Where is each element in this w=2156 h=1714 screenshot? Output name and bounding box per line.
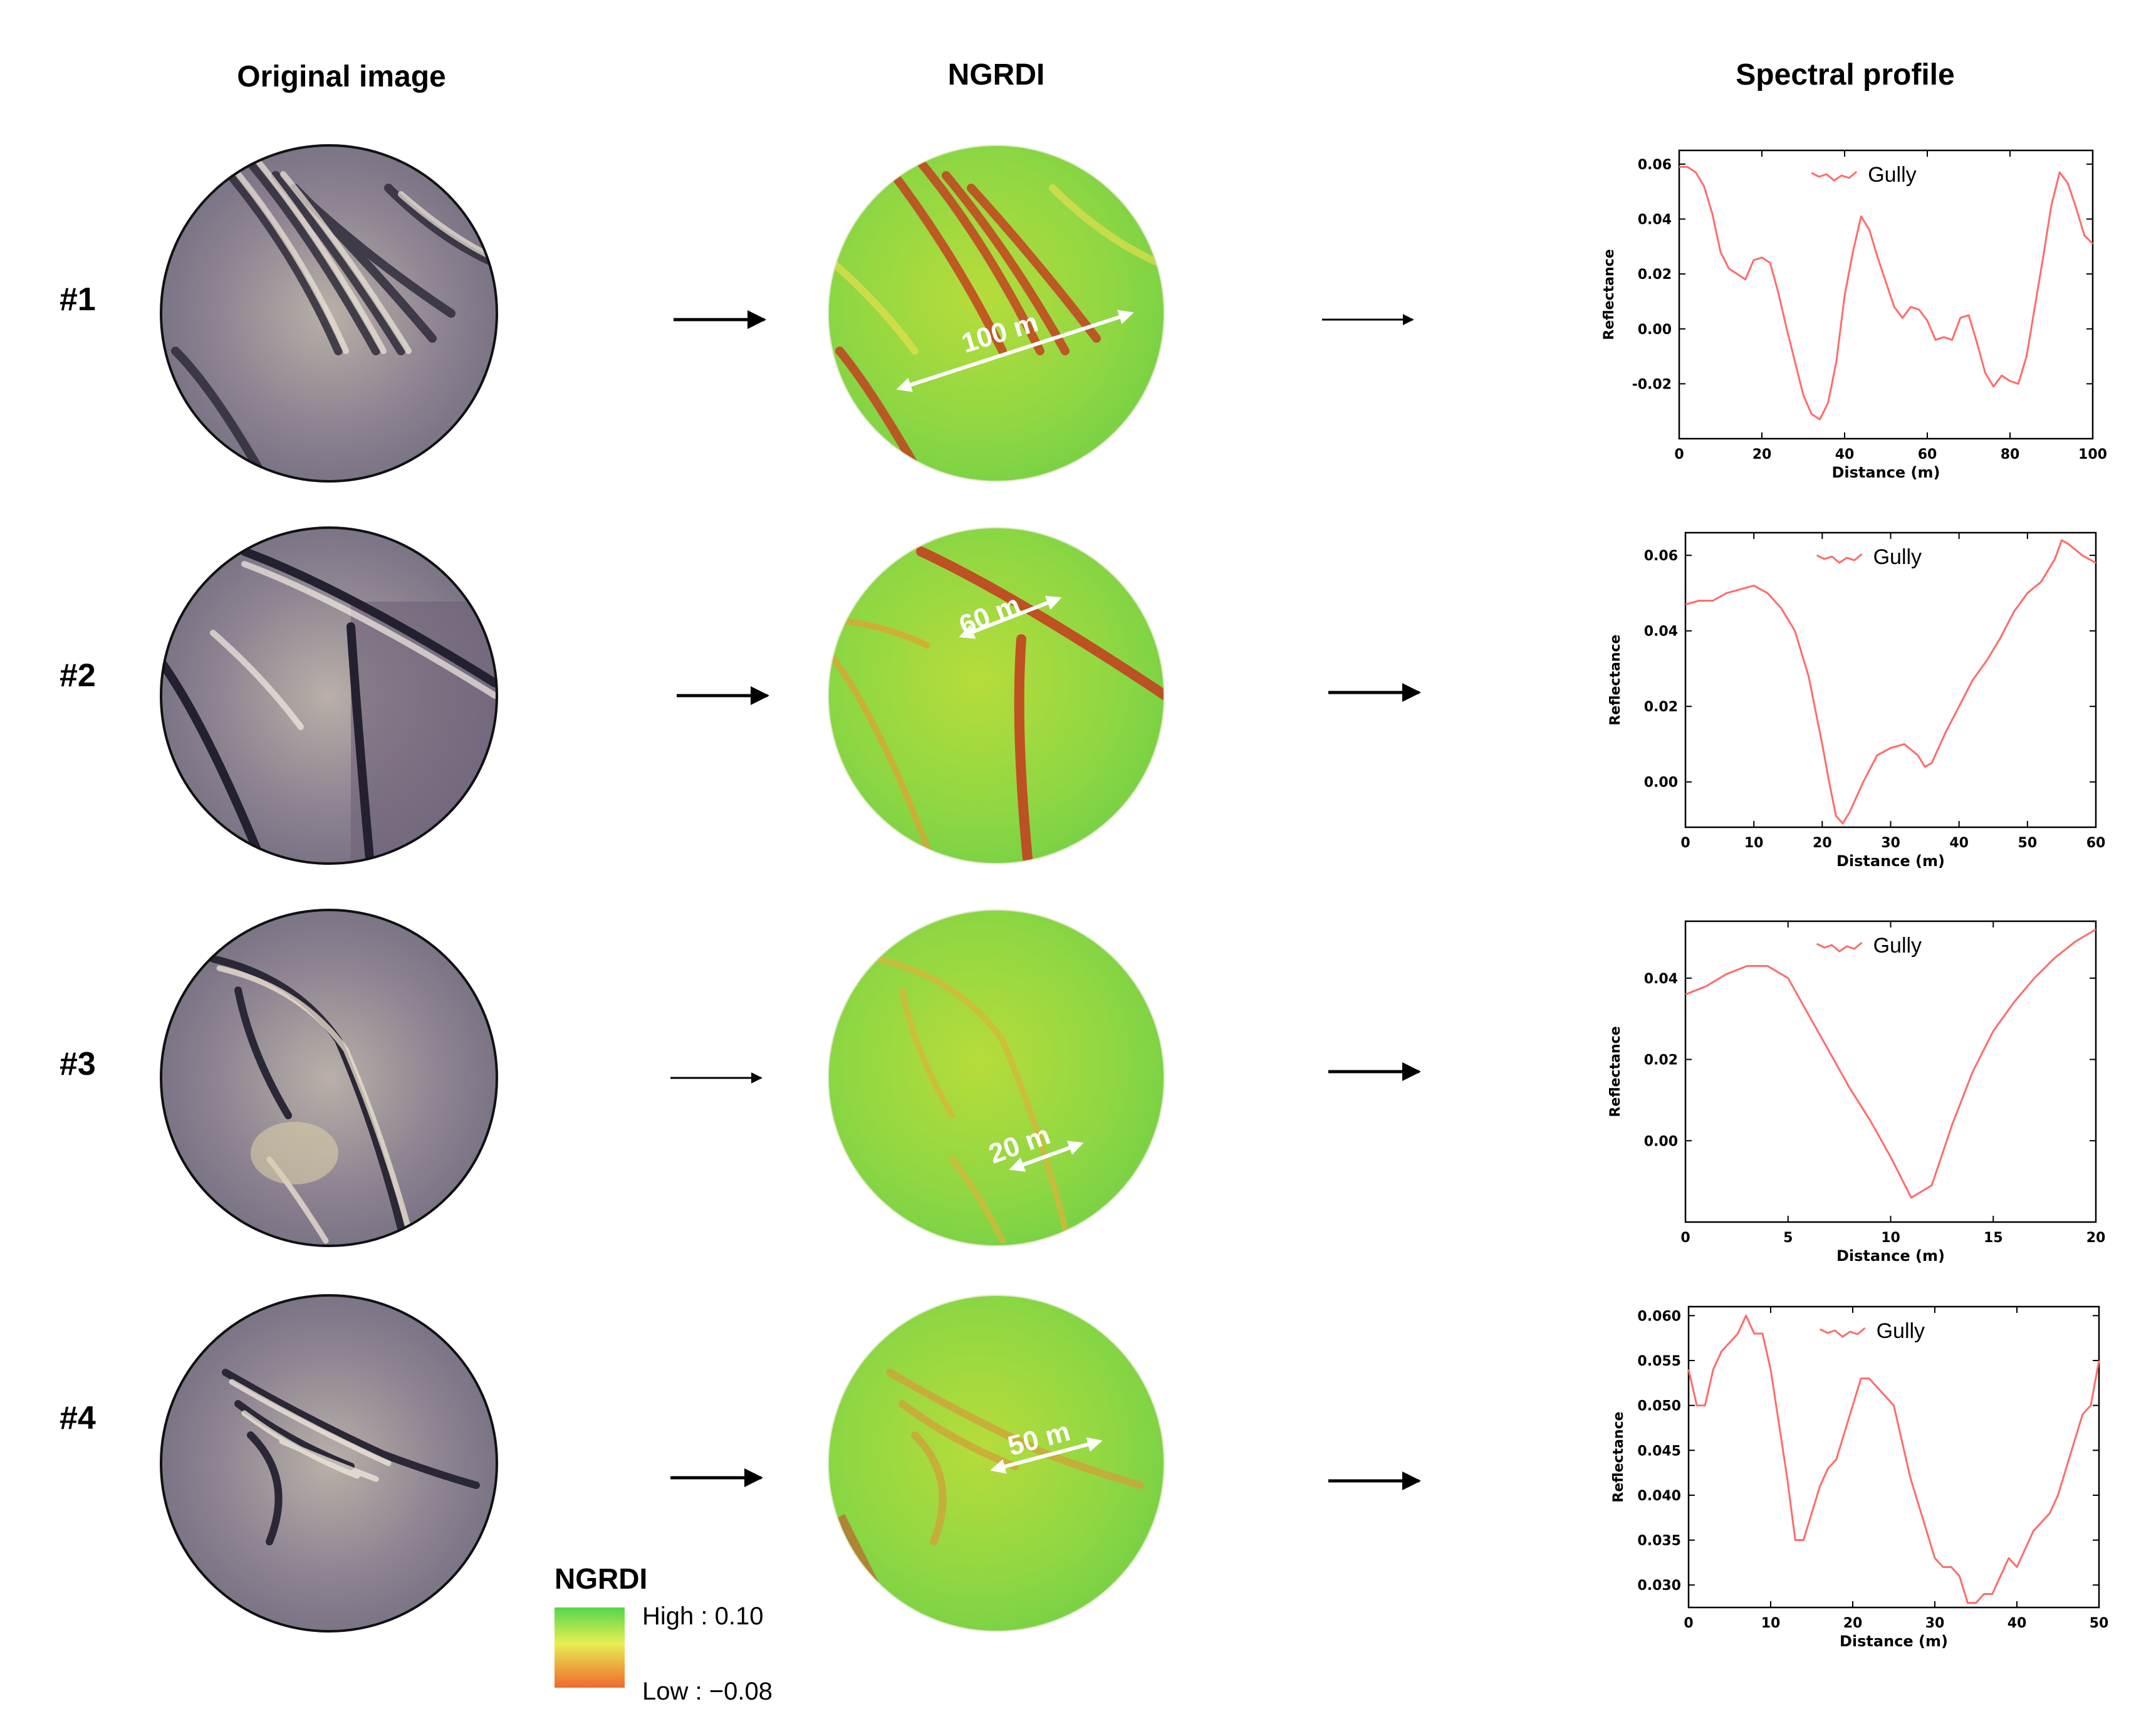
- x-tick-label: 50: [2090, 1616, 2109, 1631]
- plot-frame: [1684, 531, 2097, 828]
- spectral-chart-2: 0 10 20 30 40 50 60 0.00 0.02 0.04 0.06 Distance (m…: [1608, 531, 2106, 870]
- ngrdi-legend-high: High : 0.10: [642, 1602, 763, 1630]
- x-tick-label: 10: [1744, 835, 1764, 851]
- ngrdi-legend-title: NGRDI: [555, 1562, 647, 1595]
- series-line-gully: [1687, 1314, 2100, 1604]
- title-ngrdi: NGRDI: [948, 58, 1045, 91]
- x-tick-label: 30: [1925, 1616, 1945, 1631]
- x-tick-label: 10: [1761, 1616, 1781, 1631]
- spectral-chart-1: 0 20 40 60 80 100 -0.02 0.00 0.02 0.04 0.06 Distanc…: [1601, 149, 2107, 481]
- y-axis-title: Reflectance: [1608, 634, 1623, 725]
- y-tick-label: 0.045: [1637, 1443, 1681, 1459]
- legend-line-sample: [1819, 1327, 1866, 1338]
- y-tick-label: 0.035: [1637, 1534, 1681, 1549]
- plot-frame: [1687, 1305, 2100, 1609]
- x-tick-label: 5: [1783, 1230, 1793, 1246]
- row-label-1: #1: [60, 281, 96, 318]
- original-image-4: [160, 1294, 498, 1633]
- x-tick-label: 0: [1674, 447, 1684, 462]
- x-axis-title: Distance (m): [1836, 852, 1945, 870]
- x-tick-label: 80: [2001, 447, 2020, 462]
- series-line-gully: [1685, 928, 2096, 1199]
- row-label-3: #3: [60, 1046, 96, 1082]
- y-tick-label: 0.06: [1644, 548, 1678, 564]
- ngrdi-legend: NGRDI High : 0.10 Low : −0.08: [555, 1562, 773, 1705]
- title-original-image: Original image: [237, 60, 445, 93]
- x-tick-label: 30: [1881, 835, 1900, 851]
- series-line-gully: [1679, 165, 2094, 421]
- y-tick-label: 0.055: [1637, 1354, 1681, 1369]
- y-tick-label: 0.04: [1644, 624, 1678, 640]
- ngrdi-image-1: 100 m: [828, 145, 1165, 482]
- original-image-2: [160, 526, 498, 865]
- x-tick-label: 50: [2018, 835, 2038, 851]
- y-tick-label: 0.00: [1644, 775, 1678, 791]
- legend-label: Gully: [1873, 545, 1922, 569]
- x-tick-label: 15: [1984, 1230, 2003, 1246]
- y-axis-title: Reflectance: [1611, 1411, 1627, 1502]
- y-axis-title: Reflectance: [1608, 1026, 1623, 1117]
- plot-frame: [1678, 149, 2094, 440]
- row-label-4: #4: [60, 1400, 96, 1436]
- ngrdi-image-3: 20 m: [828, 909, 1165, 1246]
- legend-line-sample: [1816, 553, 1863, 564]
- x-tick-label: 60: [2086, 835, 2106, 851]
- x-tick-label: 10: [1881, 1230, 1900, 1246]
- legend-label: Gully: [1868, 163, 1916, 187]
- ngrdi-image-2: 60 m: [828, 527, 1165, 864]
- x-tick-label: 20: [1813, 835, 1832, 851]
- y-tick-label: 0.00: [1644, 1134, 1678, 1149]
- y-tick-label: 0.040: [1637, 1488, 1681, 1504]
- plot-frame: [1684, 920, 2097, 1223]
- y-tick-label: 0.02: [1638, 267, 1672, 283]
- original-image-1: [160, 144, 498, 483]
- x-axis-title: Distance (m): [1840, 1633, 1948, 1650]
- y-tick-label: 0.06: [1638, 157, 1672, 173]
- x-axis-title: Distance (m): [1832, 464, 1940, 481]
- ngrdi-legend-low: Low : −0.08: [642, 1678, 773, 1705]
- legend-label: Gully: [1877, 1319, 1925, 1343]
- x-tick-label: 40: [1949, 835, 1969, 851]
- y-tick-label: 0.04: [1638, 212, 1672, 228]
- row-label-2: #2: [60, 657, 96, 694]
- legend-line-sample: [1811, 170, 1858, 182]
- series-line-gully: [1685, 539, 2096, 825]
- y-tick-label: 0.02: [1644, 699, 1678, 715]
- x-tick-label: 0: [1680, 835, 1690, 851]
- ngrdi-image-4: 50 m: [828, 1295, 1165, 1632]
- legend-line-sample: [1816, 941, 1863, 953]
- x-tick-label: 0: [1684, 1616, 1693, 1631]
- x-tick-label: 40: [2008, 1616, 2027, 1631]
- spectral-profile-charts: 0 20 40 60 80 100-0.020.000.020.040.06Distanc…: [1601, 149, 2109, 1650]
- x-tick-label: 0: [1680, 1230, 1690, 1246]
- y-tick-label: 0.00: [1638, 322, 1672, 338]
- title-spectral-profile: Spectral profile: [1736, 58, 1954, 91]
- x-tick-label: 60: [1918, 447, 1937, 462]
- y-tick-label: 0.050: [1637, 1399, 1681, 1414]
- x-tick-label: 20: [1752, 447, 1772, 462]
- y-tick-label: 0.04: [1644, 971, 1678, 987]
- spectral-chart-4: 0 10 20 30 40 50 0.030 0.035 0.040 0.045 0.050 0.05…: [1611, 1305, 2109, 1650]
- original-image-3: [160, 909, 498, 1247]
- x-tick-label: 100: [2078, 447, 2107, 462]
- x-tick-label: 20: [1843, 1616, 1863, 1631]
- ngrdi-legend-colorbar: [555, 1607, 625, 1688]
- flow-arrows: [670, 310, 1421, 1490]
- legend-label: Gully: [1873, 934, 1922, 958]
- y-tick-label: 0.030: [1637, 1578, 1681, 1594]
- x-axis-title: Distance (m): [1836, 1247, 1945, 1265]
- y-tick-label: -0.02: [1632, 377, 1672, 392]
- y-tick-label: 0.02: [1644, 1053, 1678, 1069]
- spectral-chart-3: 0 5 10 15 20 0.00 0.02 0.04 Distance (m) Reflecta…: [1608, 920, 2106, 1265]
- x-tick-label: 20: [2086, 1230, 2106, 1246]
- y-axis-title: Reflectance: [1601, 249, 1617, 340]
- y-tick-label: 0.060: [1637, 1309, 1681, 1324]
- x-tick-label: 40: [1835, 447, 1855, 462]
